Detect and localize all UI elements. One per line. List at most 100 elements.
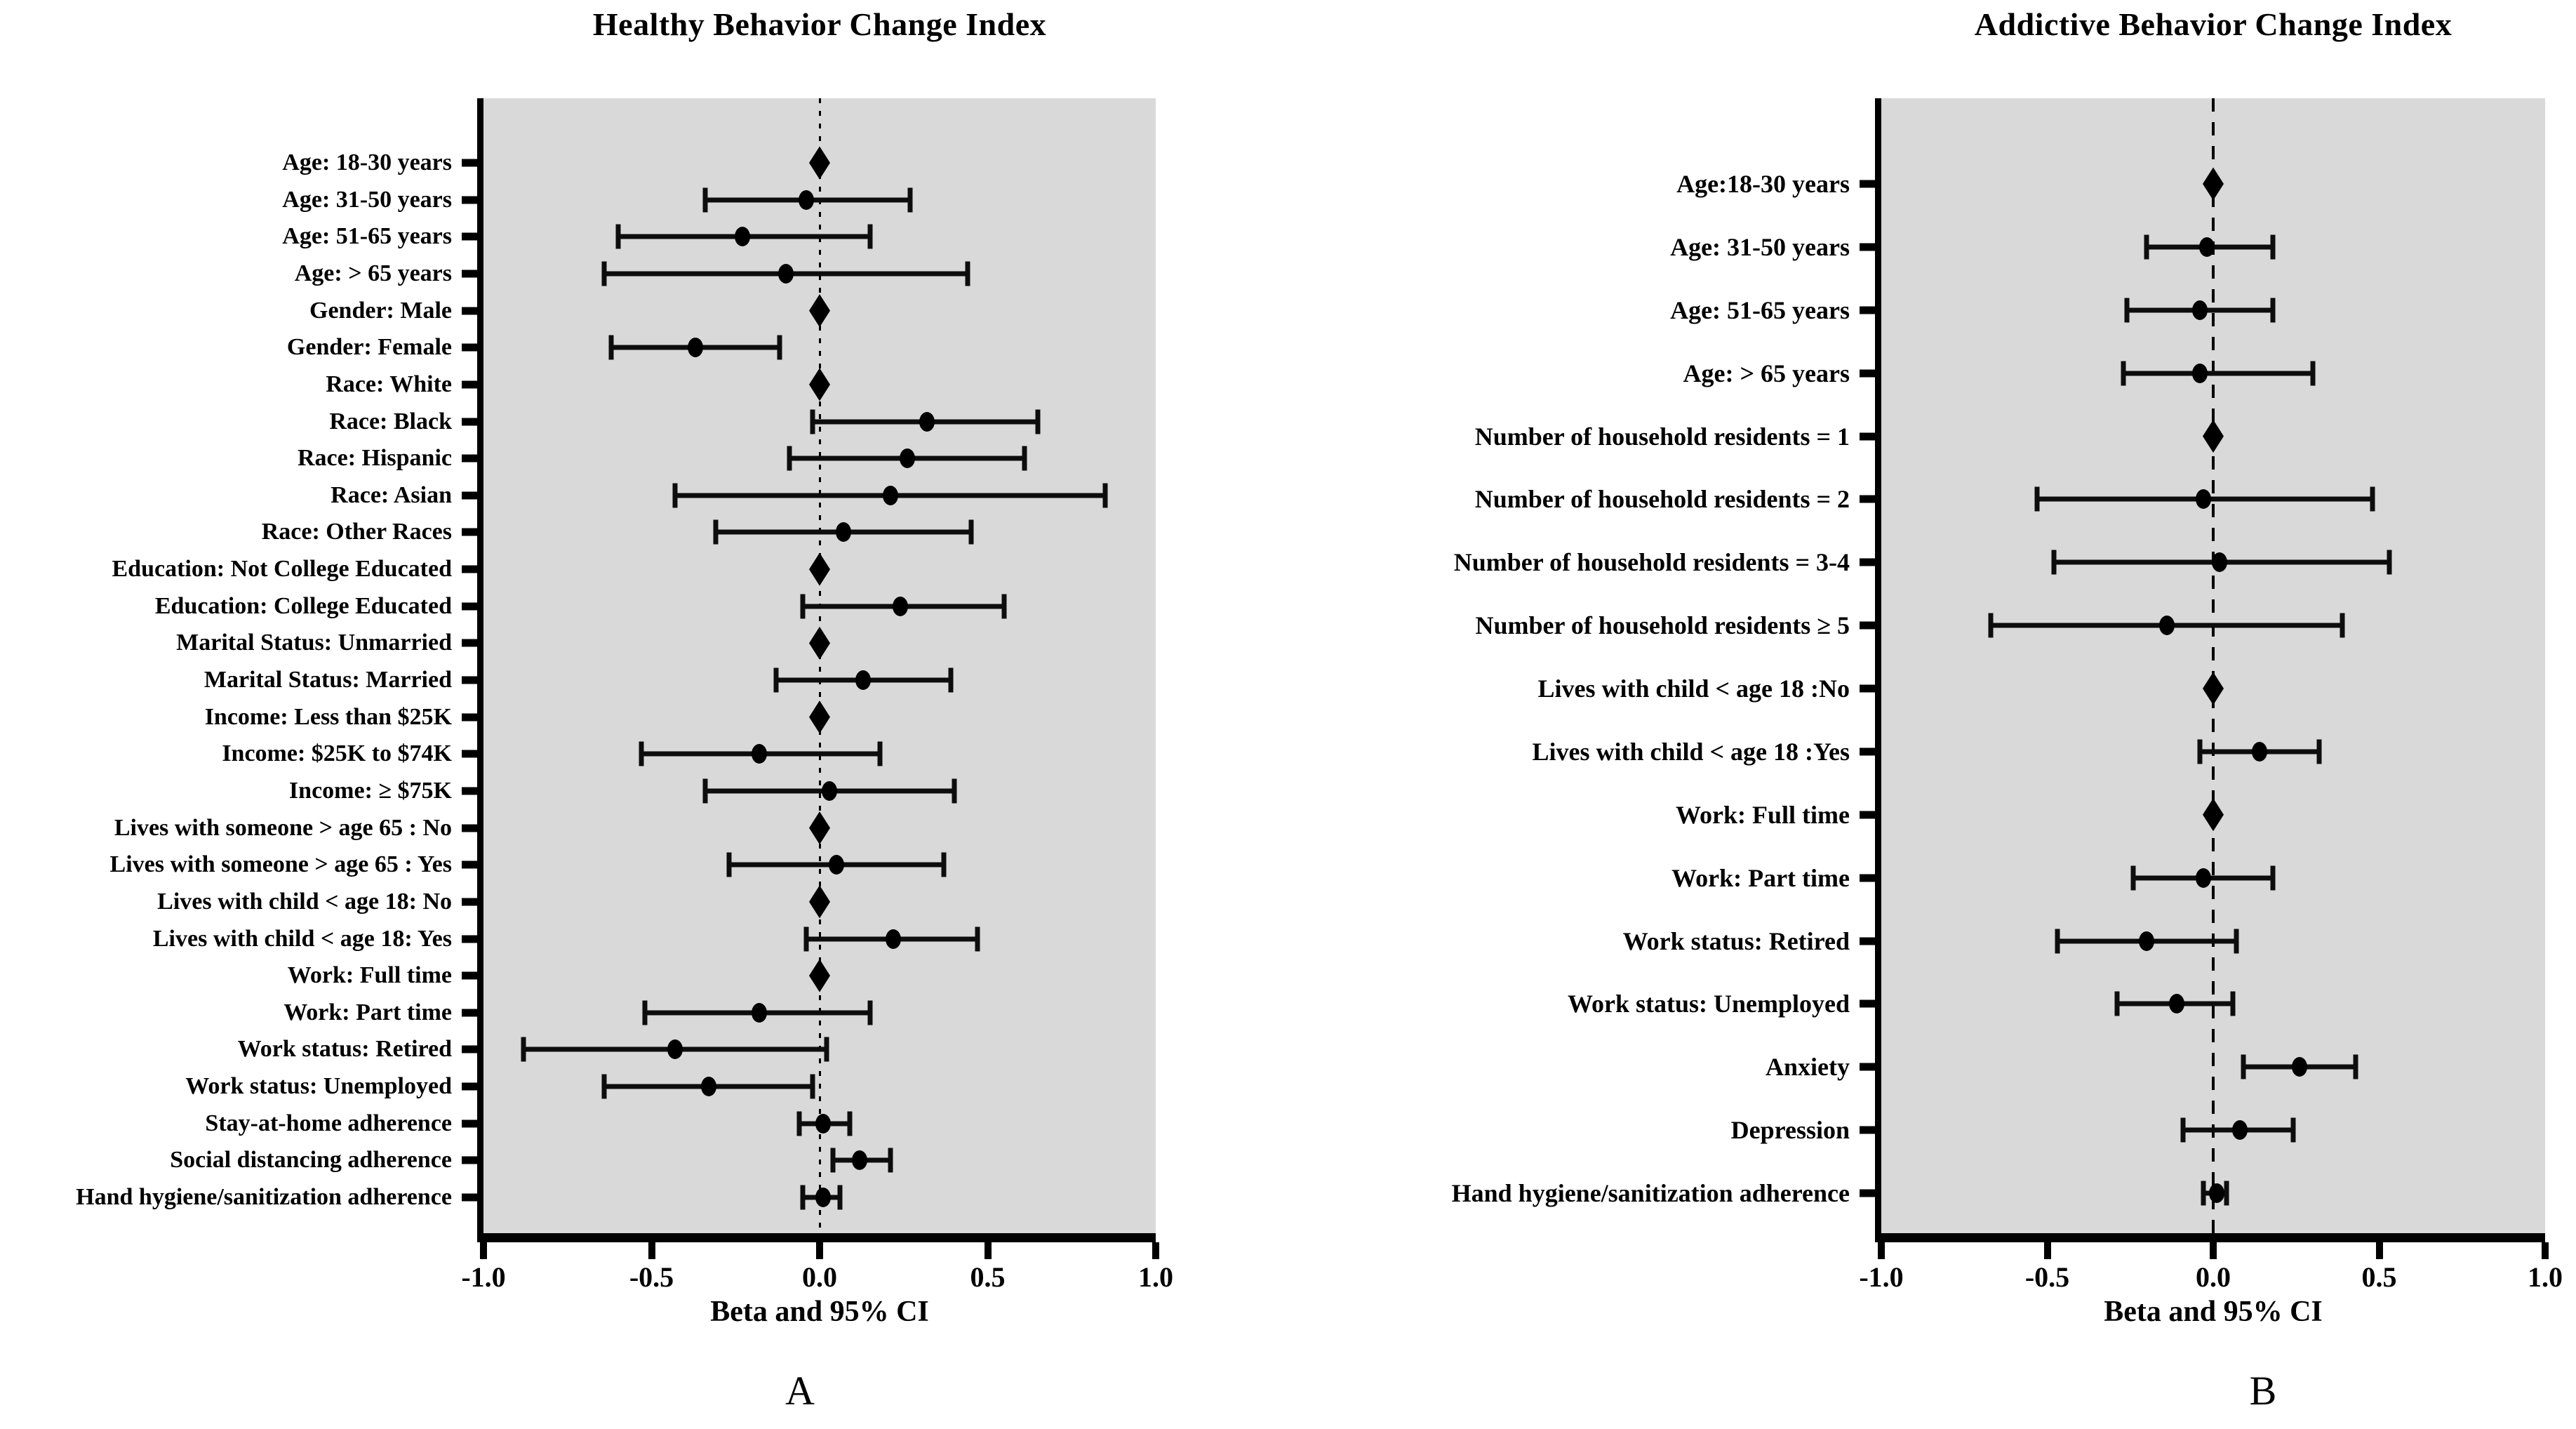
row-label: Education: College Educated xyxy=(154,592,452,619)
ci-cap-low xyxy=(601,261,607,286)
row-label: Age: > 65 years xyxy=(1683,359,1850,387)
y-tick-mark xyxy=(462,528,477,536)
panel-b-x-axis-title: Beta and 95% CI xyxy=(2104,1296,2323,1328)
y-tick-mark xyxy=(462,1009,477,1017)
y-tick-mark xyxy=(462,343,477,352)
panel-a-x-axis-title: Beta and 95% CI xyxy=(710,1296,929,1328)
ci-cap-high xyxy=(2310,361,2316,386)
point-estimate-marker xyxy=(2212,552,2228,573)
row-label: Income: Less than $25K xyxy=(204,703,452,730)
ci-cap-low xyxy=(830,1148,836,1173)
ci-cap-low xyxy=(608,335,614,360)
row-label: Work status: Unemployed xyxy=(185,1073,452,1100)
row-label: Hand hygiene/sanitization adherence xyxy=(76,1184,452,1210)
panel-b-letter: B xyxy=(2249,1368,2277,1414)
ci-cap-high xyxy=(965,261,970,286)
row-label: Work status: Retired xyxy=(1622,926,1850,955)
row-label: Race: Other Races xyxy=(261,519,452,545)
y-tick-mark xyxy=(462,380,477,389)
point-estimate-marker xyxy=(2195,489,2211,510)
y-tick-mark xyxy=(462,824,477,832)
x-tick-mark xyxy=(2542,1242,2549,1259)
row-label: Race: Hispanic xyxy=(297,445,452,472)
ci-cap-low xyxy=(2051,550,2057,575)
row-label: Lives with child < age 18: Yes xyxy=(152,925,452,952)
point-estimate-marker xyxy=(2158,616,2175,636)
ci-cap-low xyxy=(810,409,815,434)
point-estimate-marker xyxy=(2252,741,2268,762)
row-label: Work: Part time xyxy=(1671,863,1850,892)
ci-cap-high xyxy=(2270,234,2276,260)
ci-cap-high xyxy=(810,1074,815,1099)
y-tick-mark xyxy=(462,454,477,463)
y-tick-mark xyxy=(462,898,477,906)
ci-cap-high xyxy=(888,1148,893,1173)
y-tick-mark xyxy=(1860,684,1875,693)
panel-b-zero-line xyxy=(2212,98,2215,1233)
panel-a-letter: A xyxy=(785,1368,815,1414)
x-tick-mark xyxy=(1152,1242,1159,1259)
y-tick-mark xyxy=(462,1156,477,1164)
x-tick-mark xyxy=(984,1242,992,1259)
row-label: Work status: Unemployed xyxy=(1567,990,1850,1018)
ci-cap-high xyxy=(2270,865,2276,891)
point-estimate-marker xyxy=(2231,1120,2248,1141)
y-tick-mark xyxy=(462,159,477,167)
ci-cap-high xyxy=(968,519,974,545)
row-label: Age:18-30 years xyxy=(1676,170,1850,198)
ci-cap-high xyxy=(2224,1181,2229,1206)
row-label: Anxiety xyxy=(1766,1053,1850,1082)
panel-b-x-axis xyxy=(1875,1233,2545,1242)
y-tick-mark xyxy=(462,713,477,722)
row-label: Number of household residents ≥ 5 xyxy=(1475,611,1850,640)
y-tick-mark xyxy=(462,787,477,795)
ci-cap-low xyxy=(2055,929,2060,953)
ci-cap-high xyxy=(837,1185,843,1210)
ci-cap-low xyxy=(702,187,708,213)
ci-cap-low xyxy=(2130,865,2136,891)
y-tick-mark xyxy=(462,491,477,500)
ci-cap-low xyxy=(2124,298,2130,323)
y-tick-mark xyxy=(1860,999,1875,1008)
x-tick-label: 0.5 xyxy=(2361,1261,2397,1293)
ci-cap-high xyxy=(2270,298,2276,323)
row-label: Lives with someone > age 65 : No xyxy=(114,814,452,841)
ci-cap-high xyxy=(907,187,913,213)
x-tick-mark xyxy=(2210,1242,2217,1259)
ci-cap-high xyxy=(877,741,883,766)
ci-cap-low xyxy=(2144,234,2149,260)
point-estimate-marker xyxy=(828,855,844,875)
point-estimate-marker xyxy=(2291,1057,2307,1077)
row-label: Income: ≥ $75K xyxy=(288,777,452,804)
row-label: Number of household residents = 3-4 xyxy=(1453,548,1850,577)
ci-cap-high xyxy=(1022,446,1027,471)
y-tick-mark xyxy=(1860,747,1875,756)
x-tick-mark xyxy=(1878,1242,1885,1259)
point-estimate-marker xyxy=(734,227,750,247)
y-tick-mark xyxy=(462,639,477,647)
ci-cap-low xyxy=(521,1037,526,1062)
point-estimate-marker xyxy=(667,1039,683,1060)
x-tick-mark xyxy=(2375,1242,2383,1259)
row-label: Lives with child < age 18: No xyxy=(157,888,452,915)
point-estimate-marker xyxy=(835,522,851,543)
row-label: Gender: Female xyxy=(286,334,452,361)
ci-cap-high xyxy=(1102,483,1108,508)
y-tick-mark xyxy=(1860,432,1875,440)
ci-cap-high xyxy=(2234,929,2239,953)
row-label: Race: Black xyxy=(329,408,452,434)
y-tick-mark xyxy=(1860,243,1875,251)
x-tick-label: 0.0 xyxy=(2196,1261,2231,1293)
ci-cap-low xyxy=(601,1074,607,1099)
ci-cap-high xyxy=(2340,613,2345,638)
row-label: Age: 51-65 years xyxy=(282,223,452,250)
row-label: Hand hygiene/sanitization adherence xyxy=(1451,1179,1850,1207)
point-estimate-marker xyxy=(892,596,908,616)
panel-a-zero-line xyxy=(818,98,821,1233)
row-label: Race: White xyxy=(326,371,452,397)
ci-cap-low xyxy=(787,446,792,471)
ci-cap-low xyxy=(803,926,809,951)
y-tick-mark xyxy=(1860,1126,1875,1134)
ci-cap-low xyxy=(796,1111,802,1136)
